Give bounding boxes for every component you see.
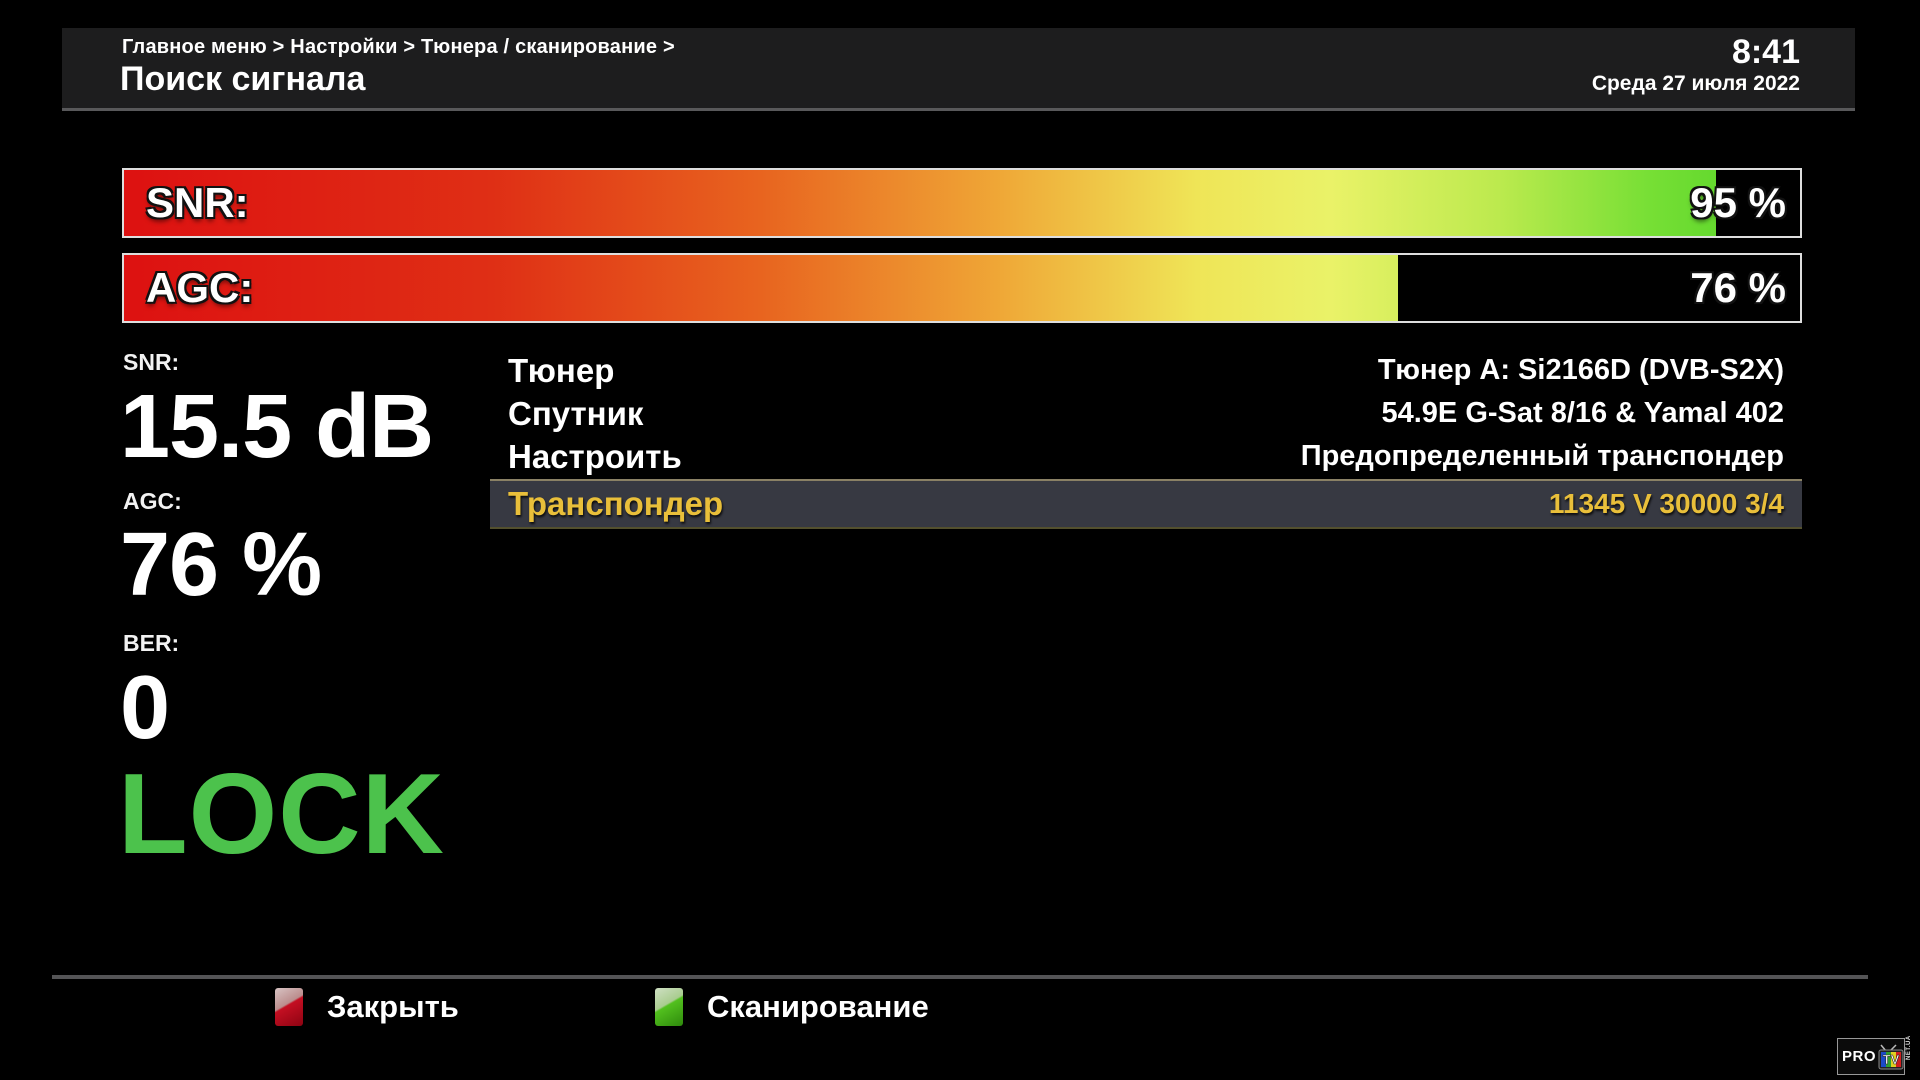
snr-readout-label: SNR: [123, 349, 180, 375]
snr-progressbar: SNR: 95 % [122, 168, 1802, 238]
channel-logo: PRO TV NET.UA [1837, 1035, 1912, 1075]
snr-readout-value: 15.5 dB [120, 377, 434, 477]
menu-row-tune-mode[interactable]: Настроить Предопределенный транспондер [490, 435, 1802, 478]
clock-time: 8:41 [1731, 33, 1800, 71]
close-button[interactable]: Закрыть [275, 988, 459, 1026]
green-key-icon [655, 988, 683, 1026]
menu-row-value: Предопределенный транспондер [1300, 440, 1784, 472]
menu-row-label: Настроить [508, 437, 682, 475]
menu-row-value: Тюнер A: Si2166D (DVB-S2X) [1377, 354, 1784, 386]
snr-bar-label: SNR: [146, 179, 249, 226]
scan-button-label: Сканирование [707, 989, 929, 1024]
agc-readout-label: AGC: [123, 488, 182, 514]
agc-progressbar-empty [1397, 255, 1800, 321]
close-button-label: Закрыть [327, 989, 459, 1024]
lock-status: LOCK [118, 751, 445, 878]
clock: 8:41 Среда 27 июля 2022 [1591, 33, 1800, 96]
footer-divider [52, 975, 1868, 979]
svg-text:TV: TV [1883, 1052, 1900, 1067]
snr-progressbar-empty [1716, 170, 1800, 236]
agc-bar-label: AGC: [146, 264, 254, 311]
red-key-icon [275, 988, 303, 1026]
header-bar: Главное меню > Настройки > Тюнера / скан… [62, 28, 1855, 111]
menu-row-label: Тюнер [508, 351, 615, 389]
menu-row-value: 11345 V 30000 3/4 [1548, 488, 1784, 519]
snr-bar-value: 95 % [1690, 179, 1786, 226]
page-title: Поиск сигнала [120, 60, 366, 98]
clock-date: Среда 27 июля 2022 [1591, 72, 1800, 96]
breadcrumb: Главное меню > Настройки > Тюнера / скан… [122, 36, 675, 58]
tv-icon: TV [1878, 1043, 1904, 1070]
ber-readout-value: 0 [120, 658, 170, 758]
menu-row-transponder[interactable]: Транспондер 11345 V 30000 3/4 [490, 479, 1802, 529]
agc-readout-value: 76 % [120, 515, 322, 615]
menu-row-value: 54.9E G-Sat 8/16 & Yamal 402 [1381, 397, 1784, 429]
ber-readout-label: BER: [123, 630, 180, 656]
menu-row-tuner[interactable]: Тюнер Тюнер A: Si2166D (DVB-S2X) [490, 349, 1802, 392]
menu-row-label: Транспондер [508, 485, 724, 522]
agc-progressbar: AGC: 76 % [122, 253, 1802, 323]
logo-pro-text: PRO [1842, 1048, 1877, 1065]
scan-button[interactable]: Сканирование [655, 988, 929, 1026]
menu-row-label: Спутник [508, 394, 644, 432]
agc-bar-value: 76 % [1690, 264, 1786, 311]
menu-row-satellite[interactable]: Спутник 54.9E G-Sat 8/16 & Yamal 402 [490, 392, 1802, 435]
logo-suffix-text: NET.UA [1906, 1034, 1913, 1060]
